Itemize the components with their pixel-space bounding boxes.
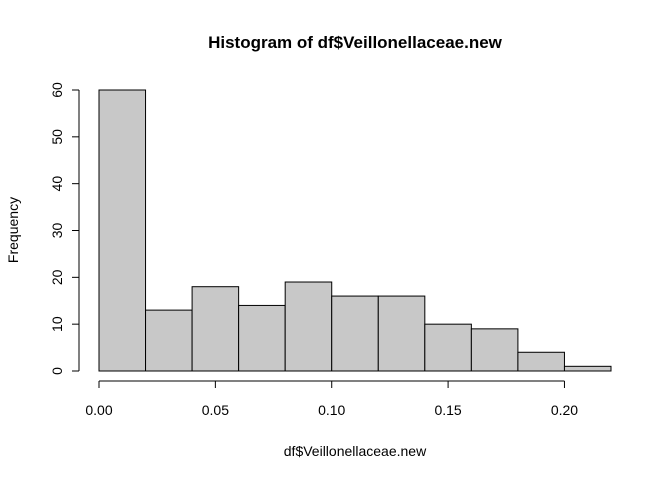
histogram-bar-5	[331, 295, 379, 372]
y-tick-label: 20	[49, 269, 65, 285]
histogram-bar-7	[424, 323, 472, 372]
y-tick-label: 50	[49, 129, 65, 145]
x-axis-label: df$Veillonellaceae.new	[284, 443, 427, 459]
x-tick-label: 0.15	[434, 402, 461, 418]
y-tick-label: 60	[49, 82, 65, 98]
histogram-bar-3	[238, 304, 286, 372]
histogram-bar-4	[284, 281, 333, 372]
x-tick-label: 0.20	[551, 402, 578, 418]
y-tick-label: 30	[49, 223, 65, 239]
x-tick-label: 0.00	[85, 402, 112, 418]
y-tick-label: 10	[49, 316, 65, 332]
x-tick-label: 0.10	[318, 402, 345, 418]
x-axis: 0.00 0.05 0.10 0.15 0.20	[85, 380, 578, 418]
y-tick-label: 0	[49, 367, 65, 375]
y-axis: 0 10 20 30 40 50 60	[49, 82, 80, 375]
histogram-bar-9	[517, 351, 565, 372]
histogram-bar-0	[98, 89, 147, 372]
chart-title: Histogram of df$Veillonellaceae.new	[208, 33, 503, 52]
y-axis-label: Frequency	[5, 197, 21, 263]
x-tick-label: 0.05	[202, 402, 229, 418]
histogram-bar-6	[377, 295, 426, 372]
y-tick-label: 40	[49, 176, 65, 192]
histogram-bar-2	[191, 286, 240, 372]
histogram-bar-1	[145, 309, 193, 372]
bars-group	[98, 89, 612, 372]
histogram-bar-10	[563, 365, 612, 372]
histogram-bar-8	[470, 328, 519, 372]
